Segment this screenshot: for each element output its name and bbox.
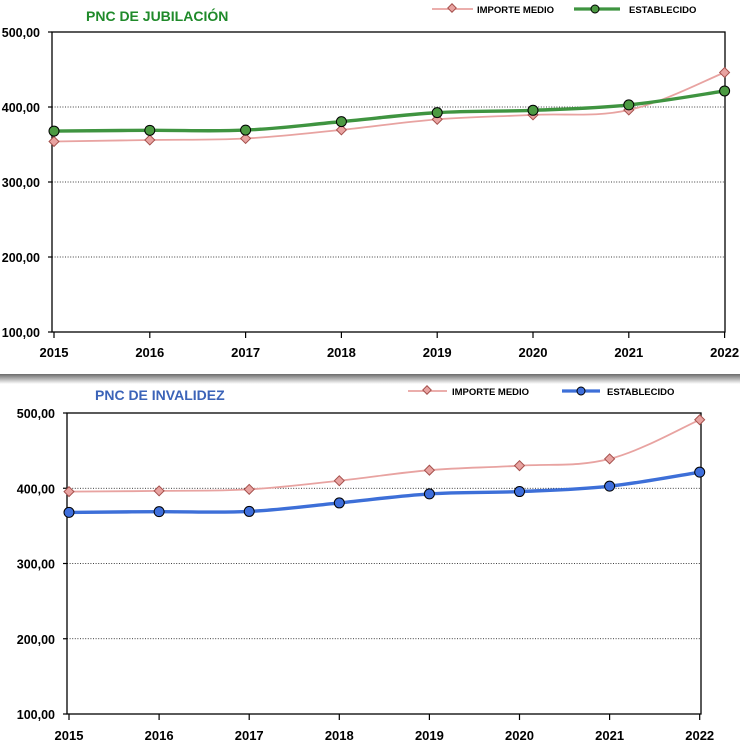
point-importe-medio-2022	[718, 66, 731, 79]
y-tick-label: 300,00	[2, 176, 40, 190]
x-tick-label: 2019	[423, 345, 452, 360]
legend-marker-establecido	[576, 386, 586, 396]
x-axis: 2015 2016 2017 2018 2019 2020 2021 2022	[55, 714, 714, 743]
x-tick-label: 2018	[325, 728, 354, 743]
point-establecido-2022	[694, 466, 706, 478]
legend-label-importe-medio: IMPORTE MEDIO	[477, 5, 554, 16]
x-tick-label: 2021	[614, 345, 643, 360]
point-establecido-2016	[144, 124, 156, 136]
y-tick-label: 100,00	[2, 326, 40, 340]
point-establecido-2021	[604, 480, 616, 492]
gridlines	[52, 106, 725, 258]
legend-marker-importe-medio	[447, 3, 457, 13]
x-tick-label: 2017	[235, 728, 264, 743]
x-tick-label: 2016	[145, 728, 174, 743]
panel-separator	[0, 374, 740, 384]
y-tick-label: 100,00	[17, 708, 55, 722]
point-importe-medio-2015	[48, 135, 60, 148]
x-tick-label: 2015	[40, 345, 69, 360]
point-importe-medio-2016	[153, 485, 165, 497]
point-importe-medio-2015	[63, 485, 75, 498]
series-line-establecido	[53, 89, 725, 133]
x-tick-label: 2016	[135, 345, 164, 360]
series-line-importe-medio	[68, 418, 701, 493]
series-line-establecido	[68, 470, 700, 515]
y-axis: 100,00 200,00 300,00 400,00 500,00	[2, 26, 52, 340]
y-tick-label: 500,00	[17, 407, 55, 421]
point-importe-medio-2017	[243, 483, 255, 496]
point-importe-medio-2017	[239, 132, 252, 145]
legend-label-establecido: ESTABLECIDO	[629, 5, 696, 16]
point-establecido-2017	[240, 124, 252, 136]
series-group	[63, 414, 706, 518]
point-importe-medio-2020	[513, 460, 526, 472]
legend: IMPORTE MEDIO ESTABLECIDO	[432, 3, 696, 16]
y-tick-label: 300,00	[17, 558, 55, 572]
y-tick-label: 400,00	[17, 482, 55, 496]
x-tick-label: 2015	[55, 728, 84, 743]
point-establecido-2018	[335, 116, 347, 128]
chart-title: PNC DE JUBILACIÓN	[86, 7, 228, 24]
point-importe-medio-2022	[694, 414, 706, 426]
point-establecido-2020	[514, 486, 525, 498]
y-tick-label: 200,00	[2, 251, 40, 265]
x-tick-label: 2017	[231, 345, 260, 360]
x-tick-label: 2022	[685, 728, 714, 743]
x-axis: 2015 2016 2017 2018 2019 2020 2021 2022	[40, 332, 739, 360]
y-tick-label: 500,00	[2, 26, 40, 40]
legend-marker-establecido	[590, 4, 600, 14]
chart-title: PNC DE INVALIDEZ	[95, 387, 225, 403]
point-importe-medio-2018	[335, 124, 348, 136]
point-importe-medio-2021	[603, 453, 616, 465]
point-establecido-2020	[527, 104, 539, 116]
point-establecido-2016	[153, 506, 165, 518]
y-tick-label: 200,00	[17, 633, 55, 647]
legend-label-importe-medio: IMPORTE MEDIO	[452, 387, 529, 398]
legend-marker-importe-medio	[422, 385, 432, 395]
point-importe-medio-2019	[423, 464, 436, 476]
y-tick-label: 400,00	[2, 101, 40, 115]
point-establecido-2022	[719, 85, 731, 97]
x-tick-label: 2021	[595, 728, 624, 743]
x-tick-label: 2020	[519, 345, 548, 360]
series-group	[48, 66, 731, 148]
x-tick-label: 2019	[415, 728, 444, 743]
legend: IMPORTE MEDIO ESTABLECIDO	[408, 385, 674, 398]
point-establecido-2015	[63, 506, 75, 518]
x-tick-label: 2020	[505, 728, 534, 743]
point-establecido-2019	[431, 107, 443, 119]
point-establecido-2021	[623, 99, 635, 111]
point-establecido-2018	[333, 497, 345, 509]
point-establecido-2019	[423, 488, 435, 500]
x-tick-label: 2018	[327, 345, 356, 360]
point-importe-medio-2016	[144, 134, 156, 146]
y-axis: 100,00 200,00 300,00 400,00 500,00	[17, 407, 67, 722]
point-importe-medio-2018	[333, 475, 345, 487]
x-tick-label: 2022	[710, 345, 739, 360]
legend-label-establecido: ESTABLECIDO	[607, 387, 674, 398]
point-establecido-2017	[243, 505, 255, 517]
point-establecido-2015	[48, 125, 60, 137]
